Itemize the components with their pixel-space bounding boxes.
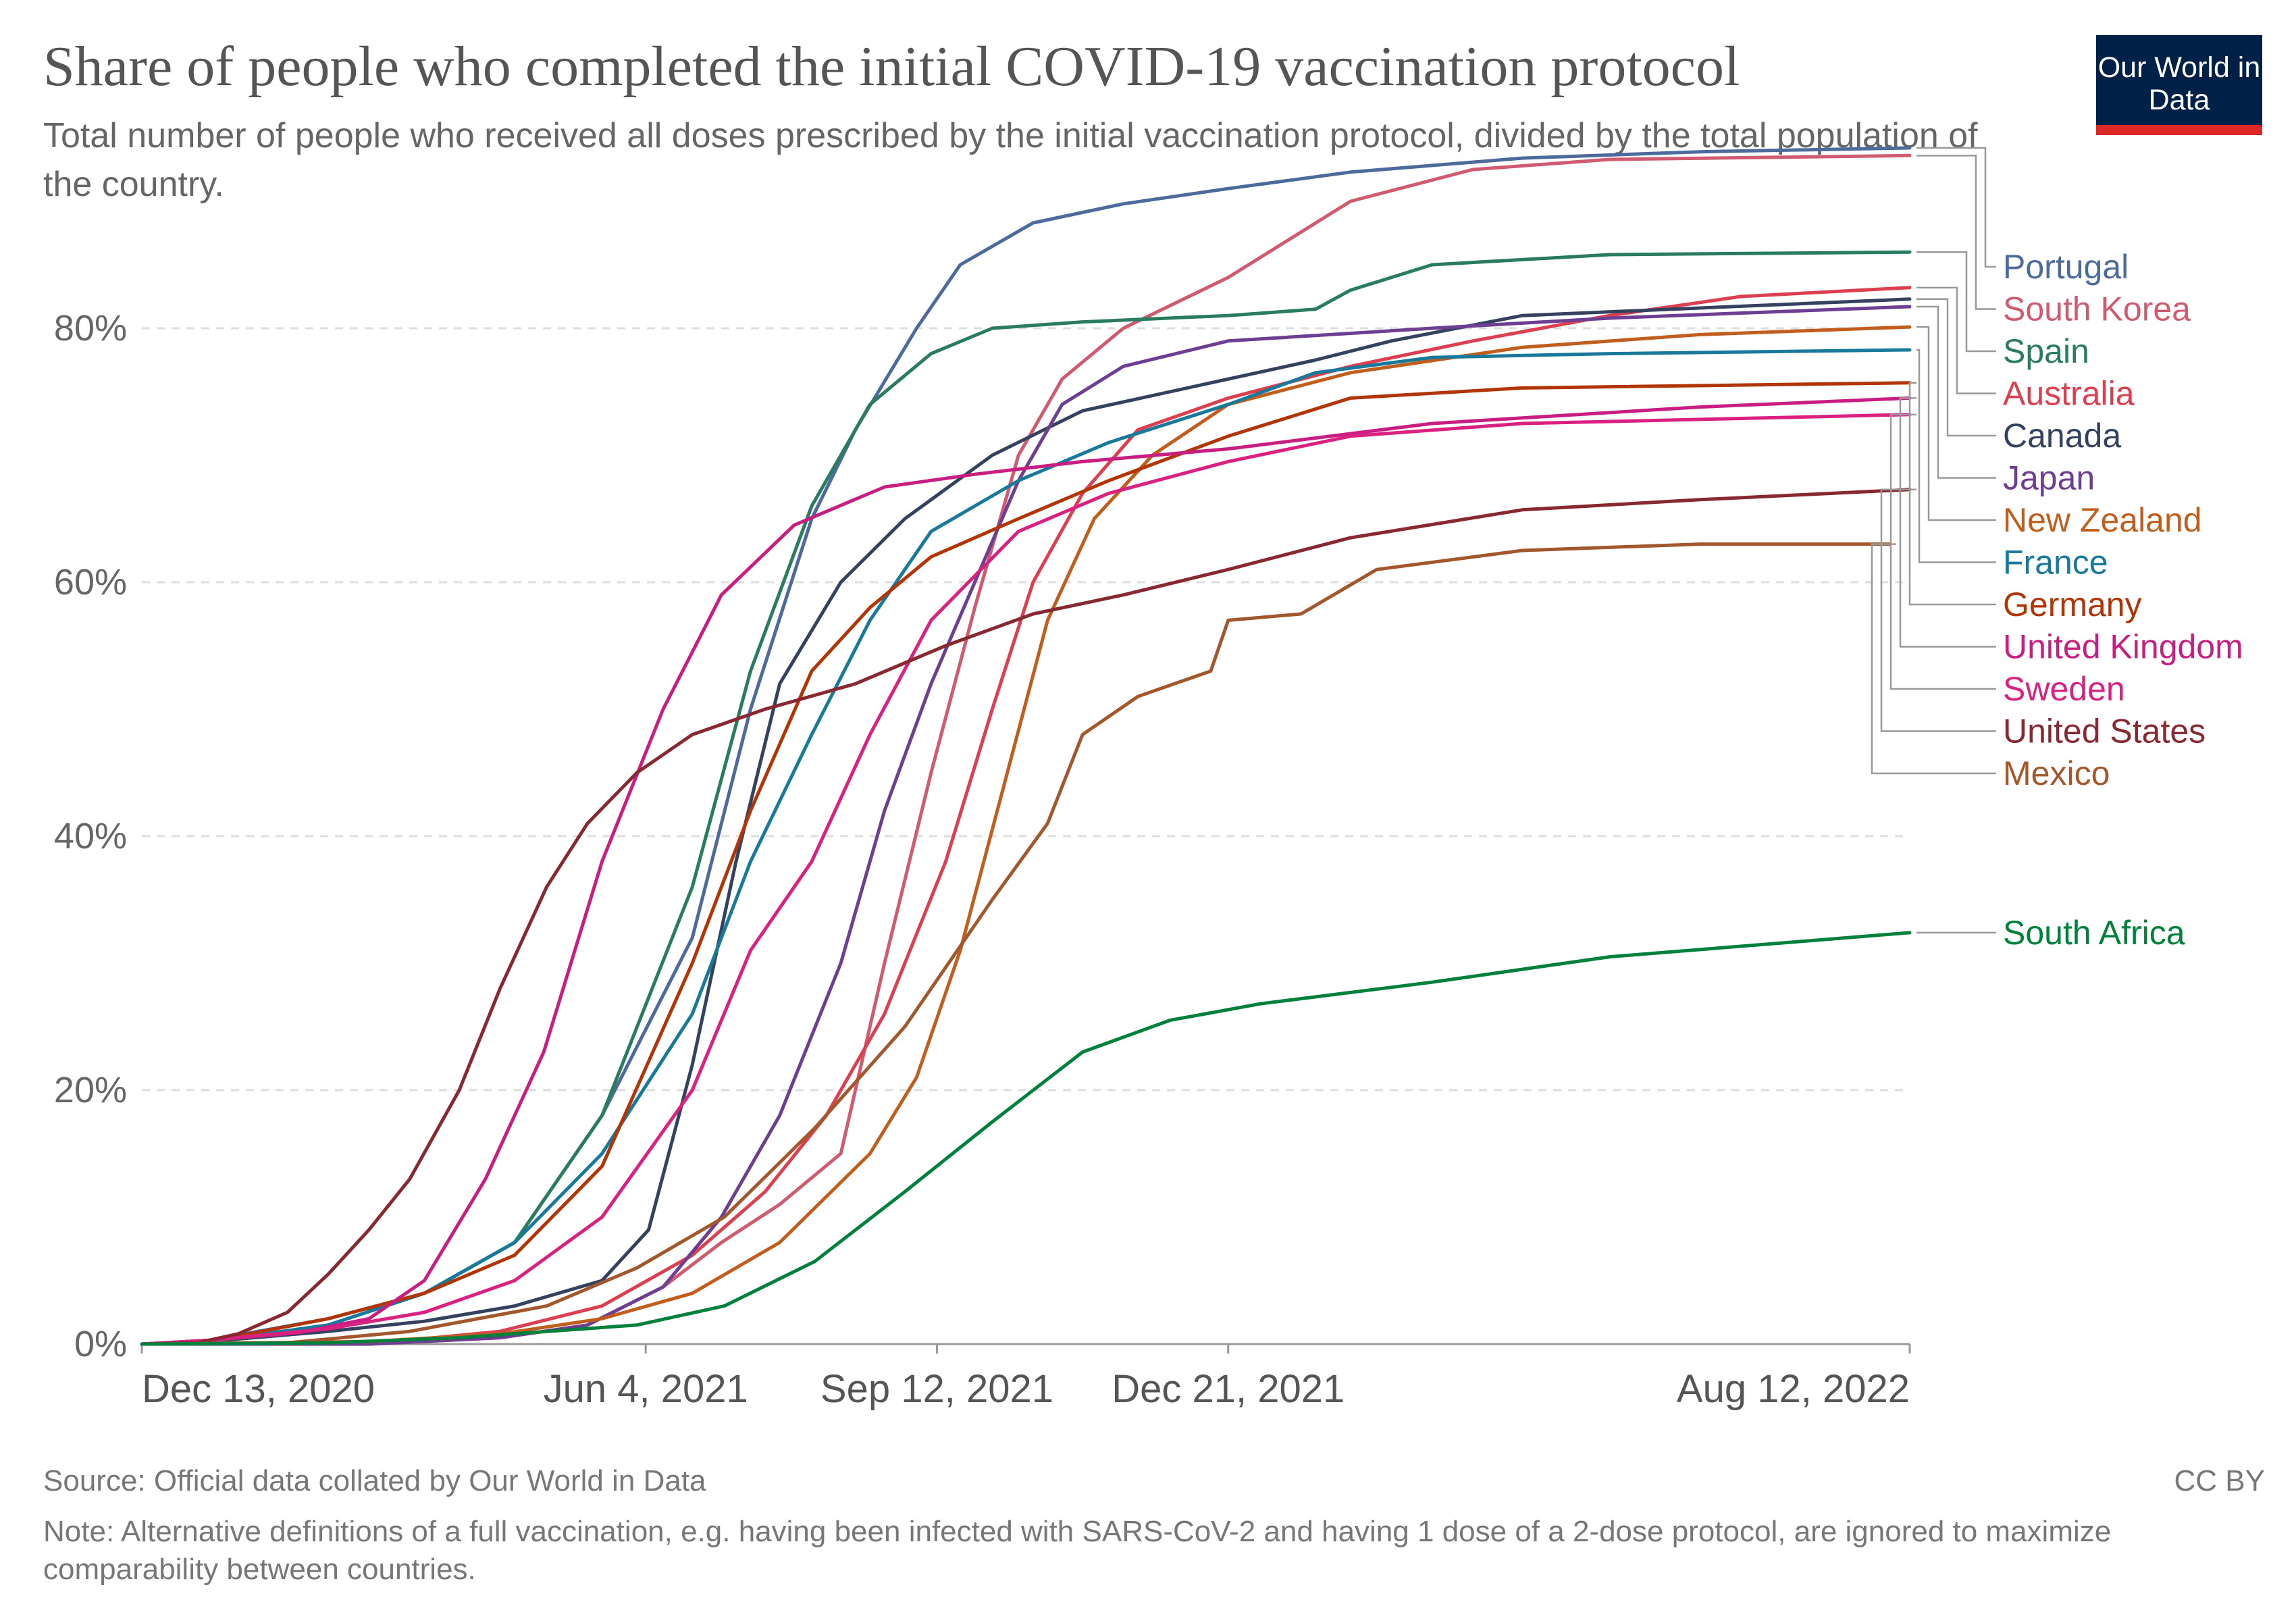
x-tick-label: Dec 13, 2020 [142, 1367, 375, 1411]
legend-connector [1871, 543, 1996, 775]
legend-label-canada[interactable]: Canada [2003, 417, 2121, 455]
grid-layer: 0% 20% 40% 60% 80% [54, 308, 1910, 1364]
series-line-mexico[interactable] [140, 542, 1891, 1346]
x-axis: Dec 13, 2020 Jun 4, 2021 Sep 12, 2021 Dec 2… [140, 1343, 1911, 1411]
series-line-united-kingdom[interactable] [140, 396, 1912, 1346]
legend-connector [1916, 251, 1996, 353]
legend-connector [1916, 147, 1996, 268]
legend-connector [1916, 305, 1996, 479]
series-line-south-korea[interactable] [140, 153, 1912, 1346]
x-tick-label: Sep 12, 2021 [820, 1367, 1053, 1411]
series-line-canada[interactable] [140, 297, 1912, 1346]
chart-title: Share of people who completed the initia… [43, 35, 1740, 98]
legend-connector [1916, 298, 1996, 437]
legend-label-south-korea[interactable]: South Korea [2003, 290, 2191, 328]
series-line-japan[interactable] [140, 305, 1912, 1346]
series-line-france[interactable] [140, 348, 1912, 1346]
x-tick-label: Jun 4, 2021 [544, 1367, 748, 1411]
legend-label-united-kingdom[interactable]: United Kingdom [2003, 628, 2243, 666]
series-line-south-africa[interactable] [140, 931, 1912, 1346]
legend-label-sweden[interactable]: Sweden [2003, 670, 2125, 708]
legend-connector [1880, 488, 1996, 732]
series-line-united-states[interactable] [140, 488, 1912, 1346]
logo-accent-bar [2096, 125, 2262, 135]
legend-label-germany[interactable]: Germany [2003, 586, 2142, 623]
y-tick-label: 0% [74, 1324, 127, 1364]
legend-label-portugal[interactable]: Portugal [2003, 248, 2129, 286]
legend-connector [1916, 286, 1996, 394]
logo-text: Our World in Data [2097, 51, 2261, 116]
legend-label-australia[interactable]: Australia [2003, 375, 2135, 413]
license-link[interactable]: CC BY [2174, 1464, 2265, 1497]
legend-connector [1916, 326, 1996, 521]
series-line-new-zealand[interactable] [140, 325, 1912, 1346]
footnote: Note: Alternative definitions of a full … [43, 1515, 2112, 1586]
owid-logo[interactable]: Our World in Data [2096, 35, 2262, 135]
y-tick-label: 60% [54, 562, 127, 602]
legend-connector [1899, 397, 1996, 648]
legend-label-south-africa[interactable]: South Africa [2003, 914, 2185, 952]
y-tick-label: 20% [54, 1070, 127, 1110]
legend-label-united-states[interactable]: United States [2003, 713, 2206, 750]
legend-connector [1916, 155, 1996, 310]
chart-subtitle: Total number of people who received all … [43, 116, 1978, 204]
legend-label-mexico[interactable]: Mexico [2003, 754, 2110, 792]
legend-label-france[interactable]: France [2003, 544, 2108, 582]
legend-connector [1908, 382, 1996, 606]
series-line-sweden[interactable] [140, 413, 1912, 1346]
y-tick-label: 80% [54, 308, 127, 349]
series-line-australia[interactable] [140, 286, 1912, 1346]
series-layer [140, 146, 1912, 1346]
x-tick-label: Aug 12, 2022 [1677, 1367, 1910, 1411]
x-tick-label: Dec 21, 2021 [1112, 1367, 1345, 1411]
y-tick-label: 40% [54, 816, 127, 856]
legend-connector [1889, 413, 1996, 690]
legend: Portugal South Korea Spain Australia Canada J… [1871, 147, 2243, 952]
legend-label-new-zealand[interactable]: New Zealand [2003, 501, 2202, 539]
legend-label-spain[interactable]: Spain [2003, 332, 2089, 370]
legend-label-japan[interactable]: Japan [2003, 459, 2095, 497]
source-note: Source: Official data collated by Our Wo… [43, 1464, 706, 1497]
legend-connector [1916, 349, 1996, 563]
